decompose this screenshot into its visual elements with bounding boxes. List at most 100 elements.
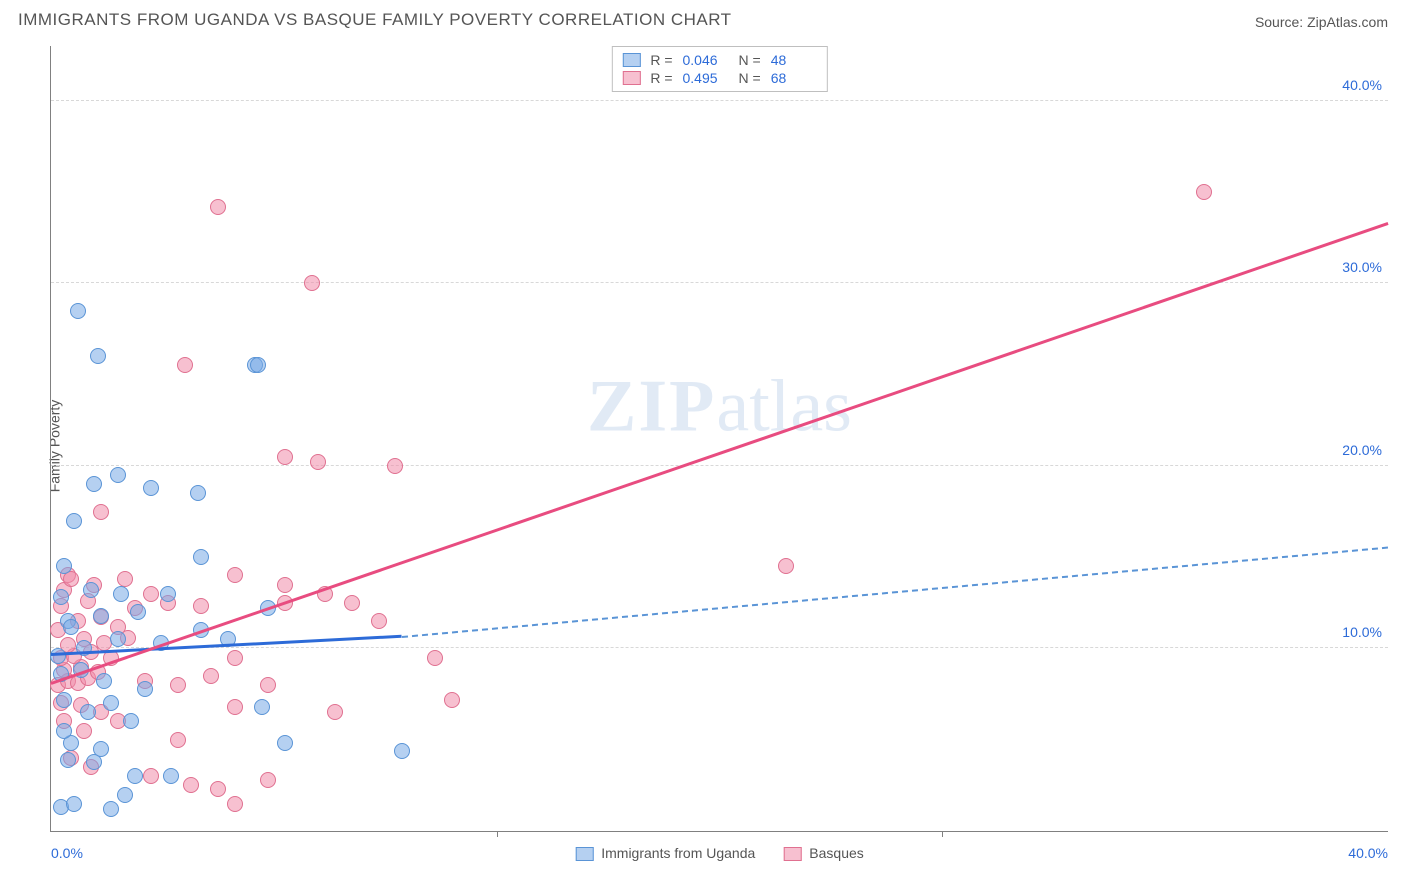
data-point: [113, 586, 129, 602]
data-point: [387, 458, 403, 474]
data-point: [117, 787, 133, 803]
legend-series: Immigrants from Uganda Basques: [575, 845, 864, 861]
data-point: [190, 485, 206, 501]
data-point: [193, 549, 209, 565]
data-point: [93, 608, 109, 624]
y-tick-label: 20.0%: [1342, 442, 1382, 458]
legend-n-label: N =: [739, 52, 761, 68]
data-point: [260, 677, 276, 693]
data-point: [76, 723, 92, 739]
data-point: [103, 695, 119, 711]
data-point: [137, 681, 153, 697]
data-point: [394, 743, 410, 759]
legend-r-label: R =: [650, 52, 672, 68]
data-point: [227, 796, 243, 812]
data-point: [193, 598, 209, 614]
watermark-zip: ZIP: [587, 366, 716, 448]
data-point: [66, 796, 82, 812]
data-point: [83, 582, 99, 598]
legend-label: Immigrants from Uganda: [601, 845, 755, 861]
data-point: [86, 476, 102, 492]
legend-swatch-pink: [783, 847, 801, 861]
x-tick-label: 0.0%: [51, 845, 83, 861]
chart-header: IMMIGRANTS FROM UGANDA VS BASQUE FAMILY …: [0, 0, 1406, 36]
legend-n-value: 68: [771, 70, 817, 86]
data-point: [177, 357, 193, 373]
x-tick-mark: [497, 831, 498, 837]
data-point: [93, 741, 109, 757]
data-point: [778, 558, 794, 574]
y-tick-label: 10.0%: [1342, 624, 1382, 640]
legend-row-blue: R = 0.046 N = 48: [622, 51, 816, 69]
data-point: [127, 768, 143, 784]
data-point: [56, 558, 72, 574]
gridline: [51, 465, 1388, 466]
legend-row-pink: R = 0.495 N = 68: [622, 69, 816, 87]
data-point: [143, 480, 159, 496]
data-point: [210, 199, 226, 215]
y-tick-label: 30.0%: [1342, 259, 1382, 275]
data-point: [96, 673, 112, 689]
data-point: [227, 567, 243, 583]
data-point: [1196, 184, 1212, 200]
data-point: [80, 704, 96, 720]
legend-swatch-blue: [622, 53, 640, 67]
data-point: [183, 777, 199, 793]
data-point: [53, 589, 69, 605]
data-point: [66, 513, 82, 529]
chart-title: IMMIGRANTS FROM UGANDA VS BASQUE FAMILY …: [18, 10, 732, 30]
legend-item-pink: Basques: [783, 845, 863, 861]
data-point: [123, 713, 139, 729]
legend-r-label: R =: [650, 70, 672, 86]
data-point: [160, 586, 176, 602]
gridline: [51, 100, 1388, 101]
data-point: [56, 723, 72, 739]
data-point: [60, 752, 76, 768]
data-point: [130, 604, 146, 620]
x-tick-mark: [942, 831, 943, 837]
data-point: [103, 801, 119, 817]
legend-n-label: N =: [739, 70, 761, 86]
watermark-atlas: atlas: [716, 366, 852, 448]
legend-label: Basques: [809, 845, 863, 861]
y-tick-label: 40.0%: [1342, 77, 1382, 93]
data-point: [277, 449, 293, 465]
data-point: [143, 586, 159, 602]
data-point: [56, 692, 72, 708]
trendline-blue-dashed: [402, 546, 1388, 637]
data-point: [110, 467, 126, 483]
data-point: [227, 650, 243, 666]
legend-r-value: 0.046: [683, 52, 729, 68]
legend-n-value: 48: [771, 52, 817, 68]
watermark: ZIPatlas: [587, 365, 852, 450]
gridline: [51, 282, 1388, 283]
data-point: [310, 454, 326, 470]
data-point: [63, 619, 79, 635]
data-point: [163, 768, 179, 784]
data-point: [203, 668, 219, 684]
legend-item-blue: Immigrants from Uganda: [575, 845, 755, 861]
chart-plot-area: ZIPatlas R = 0.046 N = 48 R = 0.495 N = …: [50, 46, 1388, 832]
data-point: [250, 357, 266, 373]
data-point: [90, 348, 106, 364]
data-point: [444, 692, 460, 708]
data-point: [170, 677, 186, 693]
data-point: [210, 781, 226, 797]
data-point: [254, 699, 270, 715]
data-point: [143, 768, 159, 784]
data-point: [110, 631, 126, 647]
data-point: [304, 275, 320, 291]
legend-swatch-blue: [575, 847, 593, 861]
gridline: [51, 647, 1388, 648]
trendline-pink: [51, 222, 1389, 685]
data-point: [170, 732, 186, 748]
data-point: [93, 504, 109, 520]
data-point: [70, 303, 86, 319]
x-tick-label: 40.0%: [1348, 845, 1388, 861]
data-point: [277, 577, 293, 593]
data-point: [327, 704, 343, 720]
legend-r-value: 0.495: [683, 70, 729, 86]
data-point: [260, 772, 276, 788]
legend-swatch-pink: [622, 71, 640, 85]
data-point: [277, 735, 293, 751]
